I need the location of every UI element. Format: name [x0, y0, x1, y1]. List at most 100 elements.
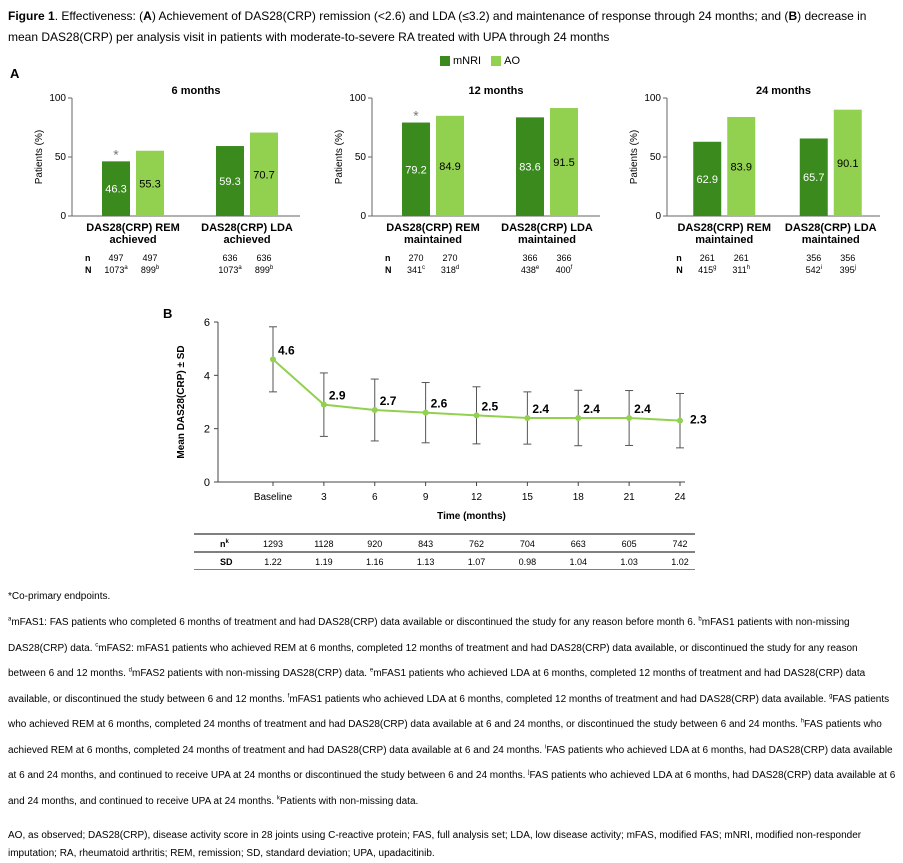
table-n-value: 1293 — [263, 539, 283, 549]
table-n-value: 742 — [672, 539, 687, 549]
footnote-text: FAS patients who achieved LDA at 6 month… — [8, 744, 893, 782]
n-value: 356 — [840, 253, 855, 263]
footnote-marker: b — [698, 616, 702, 623]
legend-item-mnri: mNRI — [440, 55, 481, 67]
data-point — [473, 412, 480, 419]
bar-chart-24-months: 24 months Patients (%) 0 50 100 62.9 83.9 DAS28… — [629, 85, 880, 275]
n-value: 366 — [522, 253, 537, 263]
x-tick-label: 12 — [471, 492, 483, 503]
y-tick-label: 100 — [644, 93, 661, 104]
n-value: 636 — [256, 253, 271, 263]
data-label: 2.9 — [329, 389, 346, 403]
n-value: 270 — [442, 253, 457, 263]
footnote-marker: a — [8, 616, 12, 623]
bar-ao — [833, 109, 862, 216]
x-tick-label: 21 — [624, 492, 636, 503]
data-label: 2.4 — [634, 402, 651, 416]
bar-mnri — [516, 117, 544, 216]
x-tick-label: Baseline — [254, 492, 293, 503]
footnote-abbreviations: AO, as observed; DAS28(CRP), disease act… — [8, 830, 862, 859]
N-value: 899b — [141, 265, 160, 275]
x-tick-label: 6 — [372, 492, 378, 503]
category-label: DAS28(CRP) REM — [86, 222, 180, 234]
bar-value-label: 65.7 — [803, 172, 824, 184]
bar-value-label: 90.1 — [837, 158, 858, 170]
bar-value-label: 91.5 — [553, 157, 574, 169]
bar-mnri — [102, 161, 130, 216]
x-tick-label: 3 — [321, 492, 327, 503]
data-label: 2.4 — [583, 402, 600, 416]
bar-value-label: 59.3 — [219, 176, 240, 188]
table-n-value: 663 — [571, 539, 586, 549]
table-n-label: nk — [220, 539, 230, 549]
n-row-label: n — [385, 253, 391, 263]
bar-ao — [136, 150, 164, 216]
bar-chart-6-months: 6 months Patients (%) 0 50 100 46.3 * 55.3 DAS28… — [34, 85, 300, 275]
coprimary-asterisk: * — [113, 146, 119, 162]
N-value: 438e — [521, 265, 540, 275]
footnote-text: Patients with non-missing data. — [279, 795, 419, 807]
y-tick-label: 100 — [349, 93, 366, 104]
n-value: 497 — [142, 253, 157, 263]
bar-value-label: 83.9 — [731, 161, 752, 173]
bar-value-label: 62.9 — [697, 174, 718, 186]
footnote-text: mFAS2: mFAS1 patients who achieved REM a… — [8, 642, 858, 680]
table-sd-label: SD — [220, 557, 233, 567]
bar-value-label: 46.3 — [105, 184, 126, 196]
n-value: 356 — [806, 253, 821, 263]
y-axis-label: Patients (%) — [334, 130, 345, 184]
chart-title: 6 months — [172, 85, 221, 97]
y-tick-label: 0 — [655, 211, 661, 222]
footnote-marker: c — [95, 642, 99, 649]
footnote-text: FAS patients who achieved REM at 6 month… — [8, 693, 890, 731]
footnote-text: mFAS1 patients who achieved LDA at 6 mon… — [289, 693, 830, 705]
table-n-value: 704 — [520, 539, 535, 549]
data-label: 2.6 — [431, 397, 448, 411]
n-row-label: n — [85, 253, 91, 263]
footnote-marker: e — [369, 667, 374, 674]
table-n-value: 762 — [469, 539, 484, 549]
x-axis-label: Time (months) — [437, 511, 506, 522]
n-value: 270 — [408, 253, 423, 263]
data-point — [320, 401, 327, 408]
category-label: DAS28(CRP) LDA — [501, 222, 593, 234]
legend-swatch-ao — [491, 56, 502, 66]
N-value: 318d — [441, 265, 459, 275]
bar-ao — [550, 108, 578, 216]
category-label: DAS28(CRP) LDA — [785, 222, 877, 234]
footnote-text: FAS patients who achieved REM at 6 month… — [8, 719, 882, 756]
N-value: 311h — [732, 265, 750, 275]
bar-value-label: 70.7 — [253, 169, 274, 181]
table-n-value: 605 — [622, 539, 637, 549]
footnote-marker: f — [287, 693, 290, 700]
category-label: maintained — [802, 234, 860, 246]
category-label: maintained — [404, 234, 462, 246]
bar-value-label: 84.9 — [439, 161, 460, 173]
category-label: achieved — [109, 234, 156, 246]
coprimary-asterisk: * — [413, 108, 419, 124]
footnote-text: mFAS1 patients with non-missing DAS28(CR… — [8, 617, 850, 654]
footnote-marker: d — [128, 667, 132, 674]
legend: mNRI AO — [440, 55, 524, 67]
legend-item-ao: AO — [491, 55, 520, 67]
title-panel-a-ref: A — [143, 9, 152, 23]
category-label: maintained — [695, 234, 753, 246]
data-label: 4.6 — [278, 343, 295, 357]
data-point — [270, 356, 276, 363]
category-label: achieved — [223, 234, 270, 246]
table-sd-value: 1.04 — [569, 557, 587, 567]
x-tick-label: 15 — [522, 492, 534, 503]
table-sd-value: 1.19 — [315, 557, 333, 567]
title-text-2: ) Achievement of DAS28(CRP) remission (<… — [151, 9, 789, 23]
title-panel-b-ref: B — [788, 9, 798, 23]
y-axis-label: Patients (%) — [629, 130, 640, 184]
category-label: DAS28(CRP) REM — [677, 222, 771, 234]
n-row-label: n — [676, 253, 682, 263]
data-point — [371, 407, 378, 413]
y-tick-label: 0 — [360, 211, 366, 222]
data-label: 2.5 — [482, 399, 499, 413]
category-label: maintained — [518, 234, 576, 246]
y-axis-label: Mean DAS28(CRP) ± SD — [176, 345, 187, 458]
data-label: 2.4 — [532, 402, 549, 416]
